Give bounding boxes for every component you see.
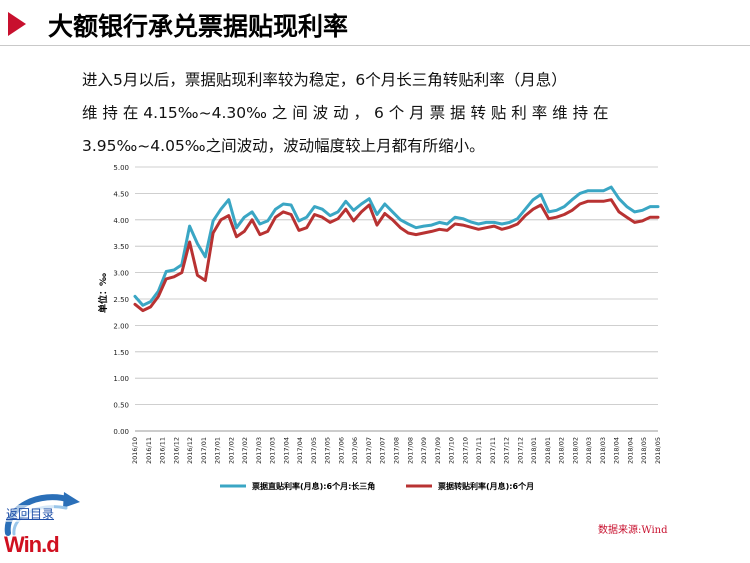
x-tick-label: 2017/04	[296, 437, 304, 464]
x-tick-label: 2017/01	[200, 437, 208, 464]
summary-paragraph: 进入5月以后，票据贴现利率较为稳定，6个月长三角转贴利率（月息） 维 持 在 4…	[82, 64, 672, 163]
x-tick-label: 2017/02	[241, 437, 249, 464]
y-tick-label: 2.00	[113, 322, 129, 330]
x-tick-label: 2017/12	[503, 437, 511, 464]
return-to-contents-link[interactable]: 返回目录	[6, 505, 55, 522]
x-tick-label: 2017/09	[434, 437, 442, 464]
title-bar: 大额银行承兑票据贴现利率	[0, 0, 750, 48]
y-tick-label: 1.50	[113, 349, 129, 357]
x-tick-label: 2018/02	[558, 437, 566, 464]
x-tick-label: 2017/06	[351, 437, 359, 464]
x-tick-label: 2017/10	[448, 437, 456, 464]
x-tick-label: 2016/11	[159, 437, 167, 464]
x-tick-label: 2017/12	[516, 437, 524, 464]
play-arrow-icon	[8, 12, 26, 36]
title-divider	[0, 45, 750, 46]
x-tick-label: 2016/12	[172, 437, 180, 464]
x-tick-label: 2018/04	[613, 437, 621, 464]
x-tick-label: 2017/06	[337, 437, 345, 464]
y-tick-label: 1.00	[113, 375, 129, 383]
page-title: 大额银行承兑票据贴现利率	[48, 12, 349, 41]
x-tick-label: 2017/11	[475, 437, 483, 464]
x-tick-label: 2017/09	[420, 437, 428, 464]
series-line-2	[133, 198, 660, 313]
x-tick-label: 2017/03	[255, 437, 263, 464]
x-tick-label: 2018/02	[571, 437, 579, 464]
x-tick-label: 2017/08	[393, 437, 401, 464]
x-tick-label: 2017/07	[365, 437, 373, 464]
y-tick-label: 0.50	[113, 402, 129, 410]
x-tick-label: 2017/04	[282, 437, 290, 464]
y-tick-label: 4.00	[113, 217, 129, 225]
y-tick-label: 3.00	[113, 270, 129, 278]
x-tick-label: 2017/10	[461, 437, 469, 464]
x-tick-label: 2018/03	[599, 437, 607, 464]
y-tick-label: 4.50	[113, 190, 129, 198]
x-tick-label: 2017/05	[310, 437, 318, 464]
x-tick-label: 2018/05	[640, 437, 648, 464]
x-tick-label: 2017/02	[227, 437, 235, 464]
paragraph-line-2: 维 持 在 4.15‰~4.30‰ 之 间 波 动 ， 6 个 月 票 据 转 …	[82, 104, 609, 122]
x-tick-label: 2017/01	[214, 437, 222, 464]
x-tick-label: 2016/12	[186, 437, 194, 464]
x-tick-label: 2018/04	[626, 437, 634, 464]
y-axis-label: 单位：‰	[97, 273, 109, 313]
x-tick-label: 2018/01	[530, 437, 538, 464]
x-tick-label: 2018/03	[585, 437, 593, 464]
x-tick-label: 2016/10	[131, 437, 139, 464]
y-tick-label: 3.50	[113, 243, 129, 251]
x-tick-label: 2017/11	[489, 437, 497, 464]
y-tick-label: 0.00	[113, 428, 129, 436]
x-tick-label: 2017/07	[379, 437, 387, 464]
x-tick-label: 2018/05	[654, 437, 662, 464]
wind-logo: Win.d	[4, 532, 60, 557]
paragraph-line-3: 3.95‰~4.05‰之间波动，波动幅度较上月都有所缩小。	[82, 137, 485, 155]
paragraph-line-1: 进入5月以后，票据贴现利率较为稳定，6个月长三角转贴利率（月息）	[82, 71, 567, 89]
series-line-1	[133, 185, 660, 307]
legend-label-1: 票据直贴利率(月息):6个月:长三角	[251, 481, 375, 491]
y-tick-label: 2.50	[113, 296, 129, 304]
data-source-note: 数据来源:Wind	[598, 525, 668, 536]
y-tick-label: 5.00	[113, 164, 129, 172]
x-tick-label: 2017/05	[324, 437, 332, 464]
legend-label-2: 票据转贴利率(月息):6个月	[437, 481, 534, 491]
x-tick-label: 2017/03	[269, 437, 277, 464]
rate-line-chart: 0.00 0.50 1.00 1.50 2.00 2.50 3.00 3.50 4.00 4.50…	[97, 164, 662, 491]
x-tick-label: 2018/01	[544, 437, 552, 464]
x-tick-label: 2016/11	[145, 437, 153, 464]
x-tick-label: 2017/08	[406, 437, 414, 464]
